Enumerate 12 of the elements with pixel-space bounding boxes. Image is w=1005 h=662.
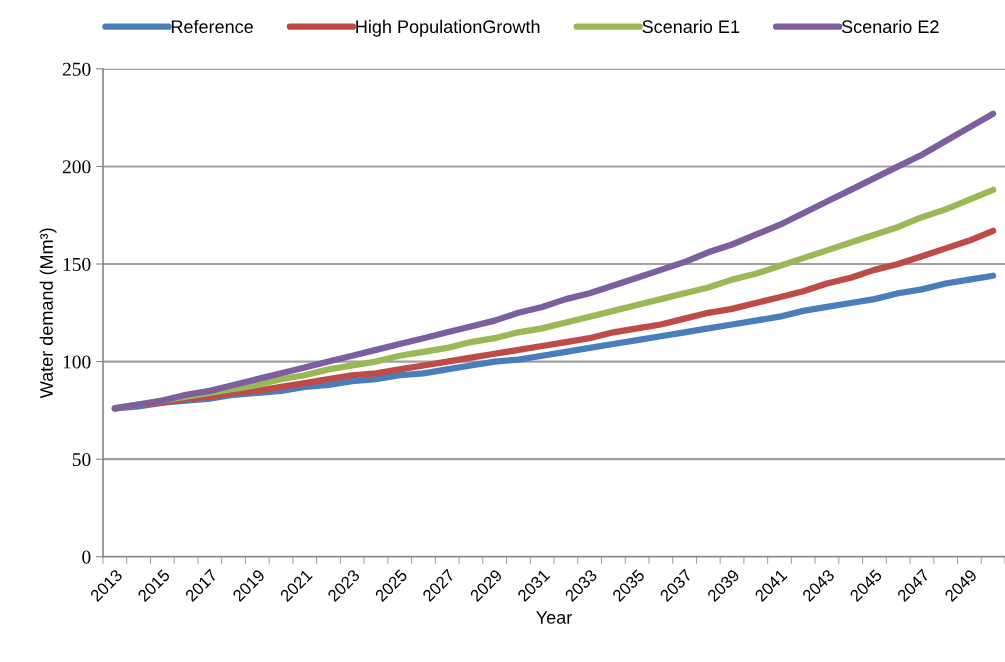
legend-label: Scenario E1 [642, 19, 740, 34]
y-tick-label: 0 [82, 550, 91, 564]
y-tick-label: 50 [72, 452, 91, 467]
legend-label: High PopulationGrowth [356, 19, 540, 37]
y-axis-title: Water demand (Mm³) [39, 228, 57, 399]
x-axis-title: Year [536, 611, 572, 624]
y-tick-label: 200 [62, 160, 91, 174]
legend-label: Reference [171, 19, 253, 34]
y-tick-label: 150 [63, 257, 91, 271]
y-tick-label: 250 [62, 62, 91, 76]
legend-label: Scenario E2 [841, 19, 939, 34]
y-tick-label: 100 [63, 355, 91, 369]
